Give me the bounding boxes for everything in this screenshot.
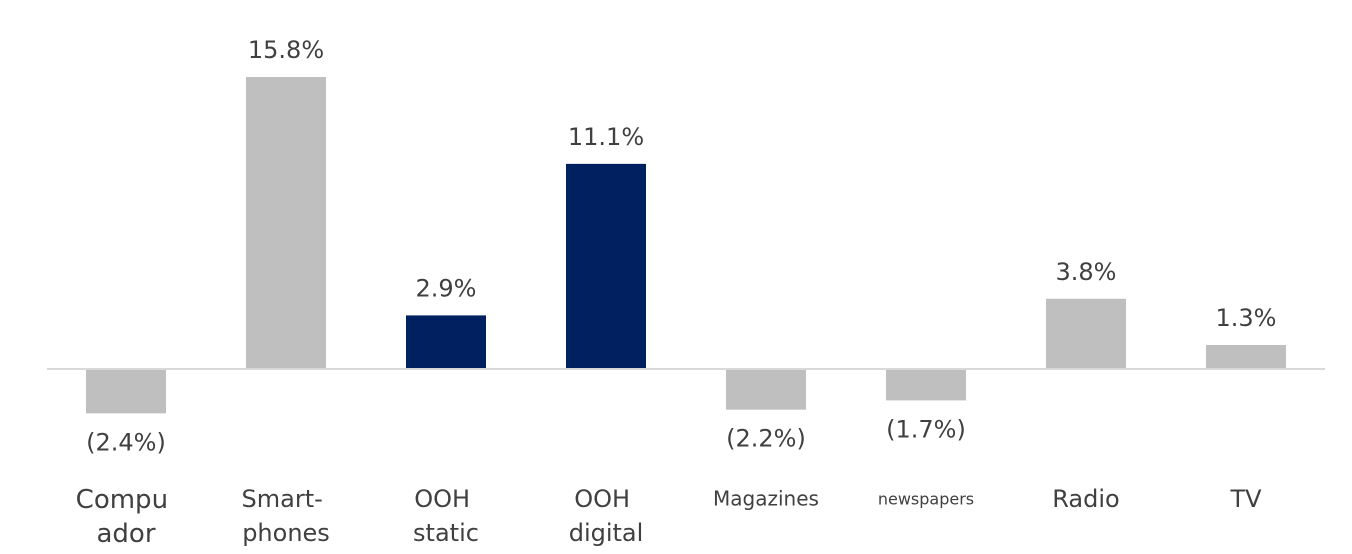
x-tick-label: newspapers <box>878 490 974 509</box>
x-tick-label: Magazines <box>713 487 819 511</box>
bar <box>1046 298 1126 369</box>
value-label: 2.9% <box>416 274 477 302</box>
bar <box>406 315 486 369</box>
x-tick-label: Radio <box>1052 485 1119 513</box>
x-tick-label: OOH static <box>413 485 479 547</box>
value-label: 11.1% <box>568 123 644 151</box>
label-line: OOH <box>414 485 477 513</box>
bar <box>1206 344 1286 369</box>
value-label: (2.4%) <box>86 428 166 456</box>
bar <box>726 369 806 410</box>
value-label: 1.3% <box>1216 304 1277 332</box>
x-tick-label: OOH digital <box>569 485 644 547</box>
x-tick-label: Smart- phones <box>242 485 331 547</box>
bar <box>886 369 966 401</box>
bar <box>246 77 326 369</box>
x-tick-label: Compu ador <box>76 485 177 549</box>
label-line: phones <box>242 519 330 547</box>
label-line: ador <box>96 519 155 549</box>
label-line: OOH <box>574 485 637 513</box>
value-label: 3.8% <box>1056 258 1117 286</box>
value-label: (2.2%) <box>726 425 806 453</box>
bar <box>86 369 166 414</box>
label-line: Compu <box>76 485 177 515</box>
bar <box>566 163 646 369</box>
value-label: (1.7%) <box>886 415 966 443</box>
x-tick-label: TV <box>1229 485 1262 513</box>
value-label: 15.8% <box>248 36 324 64</box>
label-line: Smart- <box>242 485 331 513</box>
label-line: digital <box>569 519 644 547</box>
label-line: static <box>413 519 479 547</box>
